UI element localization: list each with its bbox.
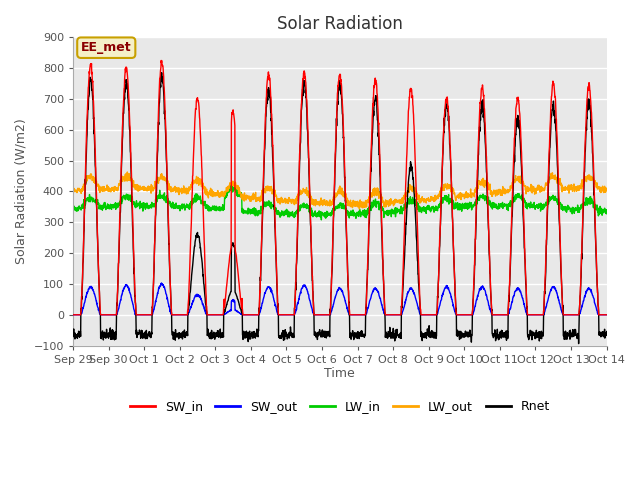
SW_in — [218, 312, 226, 318]
Rnet — [603, 329, 611, 335]
SW_out — [556, 301, 563, 307]
SW_in — [495, 312, 502, 318]
SW_out — [218, 312, 226, 318]
Rnet — [218, 331, 226, 336]
LW_out — [69, 187, 77, 192]
Rnet — [367, 165, 374, 171]
SW_in — [157, 58, 165, 63]
SW_out — [367, 295, 374, 301]
SW_in — [571, 312, 579, 318]
Rnet — [158, 70, 166, 75]
LW_out — [603, 186, 611, 192]
Rnet — [556, 224, 563, 229]
Line: SW_in: SW_in — [73, 60, 607, 315]
LW_out — [124, 169, 131, 175]
LW_in — [367, 207, 375, 213]
SW_out — [355, 312, 363, 318]
SW_out — [157, 280, 165, 286]
X-axis label: Time: Time — [324, 367, 355, 381]
LW_out — [218, 193, 226, 199]
LW_in — [69, 205, 77, 211]
LW_in — [218, 205, 225, 211]
SW_out — [603, 312, 611, 318]
SW_in — [603, 312, 611, 318]
LW_in — [571, 207, 579, 213]
Text: EE_met: EE_met — [81, 41, 132, 54]
LW_in — [317, 217, 325, 223]
Line: LW_out: LW_out — [73, 172, 607, 209]
Y-axis label: Solar Radiation (W/m2): Solar Radiation (W/m2) — [15, 119, 28, 264]
Rnet — [69, 332, 77, 337]
Rnet — [575, 341, 582, 347]
SW_in — [367, 158, 374, 164]
SW_out — [571, 312, 579, 318]
LW_in — [495, 203, 503, 208]
LW_in — [603, 211, 611, 216]
SW_out — [69, 312, 77, 318]
Rnet — [355, 336, 363, 341]
SW_in — [69, 312, 77, 318]
LW_in — [228, 182, 236, 188]
Rnet — [495, 333, 502, 339]
LW_out — [367, 190, 375, 196]
LW_out — [495, 186, 503, 192]
LW_out — [556, 180, 564, 186]
SW_out — [495, 312, 502, 318]
Line: Rnet: Rnet — [73, 72, 607, 344]
LW_out — [356, 206, 364, 212]
LW_in — [556, 201, 564, 206]
SW_in — [355, 312, 363, 318]
LW_out — [355, 202, 363, 208]
Line: LW_in: LW_in — [73, 185, 607, 220]
Line: SW_out: SW_out — [73, 283, 607, 315]
SW_in — [556, 220, 563, 226]
Legend: SW_in, SW_out, LW_in, LW_out, Rnet: SW_in, SW_out, LW_in, LW_out, Rnet — [125, 395, 555, 418]
LW_in — [356, 210, 364, 216]
Rnet — [571, 326, 579, 332]
Title: Solar Radiation: Solar Radiation — [277, 15, 403, 33]
LW_out — [571, 186, 579, 192]
